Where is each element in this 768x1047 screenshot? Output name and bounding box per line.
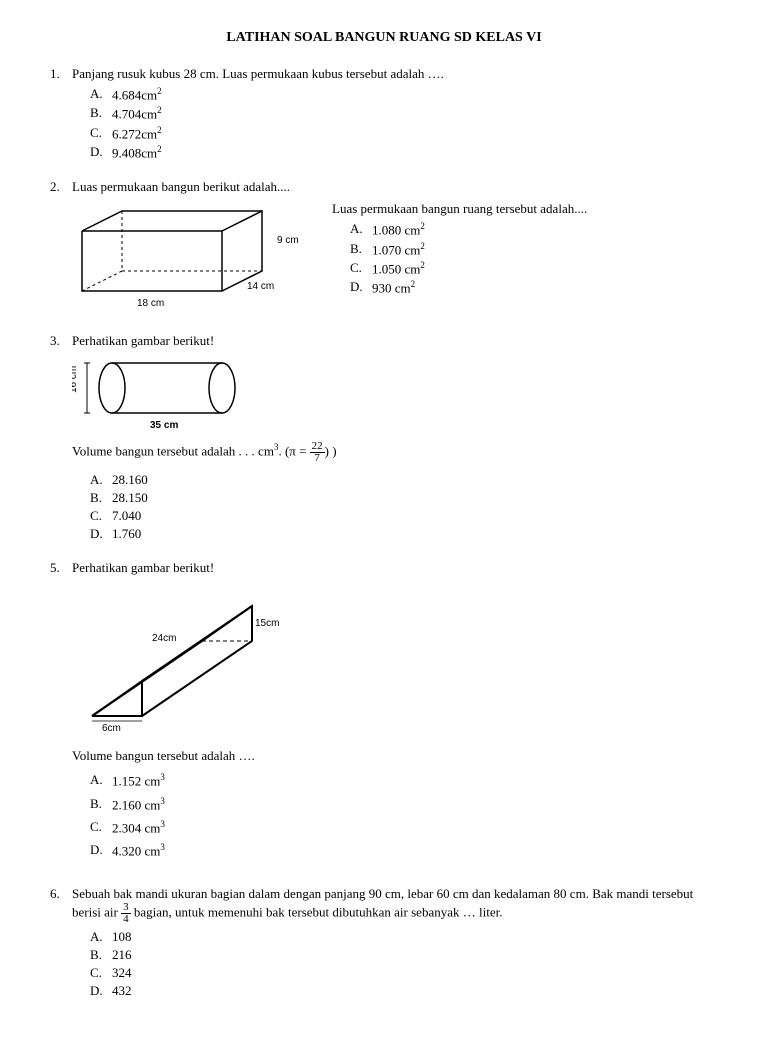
opt-letter: A. [90, 772, 112, 789]
q3-volume-text: Volume bangun tersebut adalah . . . cm3.… [72, 441, 718, 464]
q5-opt-c: 2.304 cm3 [112, 819, 165, 836]
q2-side-text: Luas permukaan bangun ruang tersebut ada… [332, 201, 587, 217]
dim-24cm: 24cm [152, 633, 176, 644]
opt-letter: D. [90, 983, 112, 999]
opt-letter: A. [350, 221, 372, 238]
dim-9cm: 9 cm [277, 235, 299, 246]
opt-letter: A. [90, 472, 112, 488]
q5-opt-d: 4.320 cm3 [112, 842, 165, 859]
q1-opt-d: 9.408cm2 [112, 144, 162, 161]
opt-letter: C. [90, 508, 112, 524]
q2-number: 2. [50, 179, 72, 195]
dim-16cm: 16 cm [72, 366, 79, 393]
dim-18cm: 18 cm [137, 298, 164, 309]
opt-letter: D. [350, 279, 372, 296]
q3-text: Perhatikan gambar berikut! [72, 333, 718, 349]
cuboid-figure: 9 cm 14 cm 18 cm [72, 201, 302, 315]
dim-15cm: 15cm [255, 618, 279, 629]
question-3: 3. Perhatikan gambar berikut! 16 cm 35 c… [50, 333, 718, 542]
opt-letter: C. [90, 965, 112, 981]
opt-letter: A. [90, 86, 112, 103]
q1-opt-a: 4.684cm2 [112, 86, 162, 103]
q3-opt-d: 1.760 [112, 526, 141, 542]
question-1: 1. Panjang rusuk kubus 28 cm. Luas permu… [50, 66, 718, 161]
q1-number: 1. [50, 66, 72, 82]
opt-letter: C. [90, 125, 112, 142]
question-6: 6. Sebuah bak mandi ukuran bagian dalam … [50, 886, 718, 999]
q1-opt-c: 6.272cm2 [112, 125, 162, 142]
opt-letter: B. [90, 105, 112, 122]
q1-opt-b: 4.704cm2 [112, 105, 162, 122]
q6-opt-b: 216 [112, 947, 132, 963]
opt-letter: B. [350, 241, 372, 258]
cylinder-figure: 16 cm 35 cm [72, 353, 262, 433]
question-2: 2. Luas permukaan bangun berikut adalah.… [50, 179, 718, 315]
q2-opt-a: 1.080 cm2 [372, 221, 425, 238]
dim-35cm: 35 cm [150, 420, 178, 431]
q2-text: Luas permukaan bangun berikut adalah.... [72, 179, 718, 195]
q6-opt-c: 324 [112, 965, 132, 981]
q2-opt-d: 930 cm2 [372, 279, 415, 296]
q6-number: 6. [50, 886, 72, 902]
opt-letter: D. [90, 526, 112, 542]
q6-opt-a: 108 [112, 929, 132, 945]
q5-volume-text: Volume bangun tersebut adalah …. [72, 748, 718, 764]
q5-opt-b: 2.160 cm3 [112, 796, 165, 813]
q3-opt-b: 28.150 [112, 490, 148, 506]
q5-opt-a: 1.152 cm3 [112, 772, 165, 789]
q5-number: 5. [50, 560, 72, 576]
opt-letter: B. [90, 947, 112, 963]
q6-opt-d: 432 [112, 983, 132, 999]
q6-text: Sebuah bak mandi ukuran bagian dalam den… [72, 886, 718, 925]
q3-opt-a: 28.160 [112, 472, 148, 488]
q1-text: Panjang rusuk kubus 28 cm. Luas permukaa… [72, 66, 718, 82]
dim-14cm: 14 cm [247, 281, 274, 292]
q3-number: 3. [50, 333, 72, 349]
opt-letter: B. [90, 796, 112, 813]
opt-letter: C. [90, 819, 112, 836]
opt-letter: C. [350, 260, 372, 277]
opt-letter: A. [90, 929, 112, 945]
q2-opt-c: 1.050 cm2 [372, 260, 425, 277]
opt-letter: B. [90, 490, 112, 506]
opt-letter: D. [90, 144, 112, 161]
q3-opt-c: 7.040 [112, 508, 141, 524]
prism-figure: 24cm 15cm 6cm [72, 586, 282, 736]
opt-letter: D. [90, 842, 112, 859]
dim-6cm: 6cm [102, 723, 121, 734]
question-5: 5. Perhatikan gambar berikut! 24cm 15cm … [50, 560, 718, 859]
page-title: LATIHAN SOAL BANGUN RUANG SD KELAS VI [50, 30, 718, 46]
q2-opt-b: 1.070 cm2 [372, 241, 425, 258]
q5-text: Perhatikan gambar berikut! [72, 560, 718, 576]
